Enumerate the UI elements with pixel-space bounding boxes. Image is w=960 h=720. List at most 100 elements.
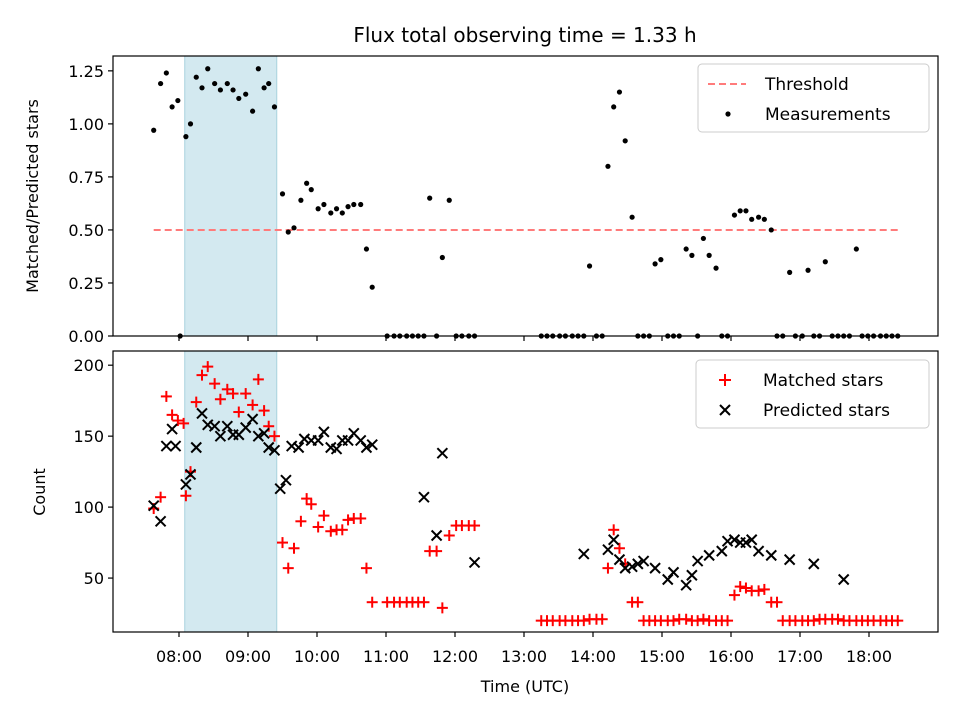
matched-star-point xyxy=(431,545,443,557)
measurement-point xyxy=(339,210,345,216)
legend-threshold-label: Threshold xyxy=(764,75,849,95)
measurement-point xyxy=(345,204,351,210)
matched-star-point xyxy=(758,583,770,595)
predicted-star-point xyxy=(154,515,167,528)
measurement-point xyxy=(243,91,249,97)
matched-star-point xyxy=(613,542,625,554)
legend-matched-swatch xyxy=(719,374,731,386)
predicted-star-point xyxy=(436,447,449,459)
matched-star-point xyxy=(301,493,313,505)
bottom-plot-frame xyxy=(112,350,939,633)
predicted-star-point xyxy=(703,549,715,562)
predicted-star-point xyxy=(752,545,765,557)
measurement-point xyxy=(427,195,433,201)
bottom-x-tick-label: 16:00 xyxy=(708,647,754,666)
measurement-point xyxy=(689,252,695,258)
measurement-point xyxy=(652,261,658,267)
matched-star-point xyxy=(221,383,233,395)
matched-star-point xyxy=(325,525,337,537)
predicted-star-point xyxy=(180,478,192,491)
predicted-star-point xyxy=(160,440,173,452)
predicted-star-point xyxy=(147,499,160,512)
matched-star-point xyxy=(288,542,300,554)
matched-star-point xyxy=(247,399,259,411)
matched-star-point xyxy=(668,615,679,627)
predicted-star-point xyxy=(252,430,265,442)
predicted-star-point xyxy=(716,545,728,557)
matched-star-point xyxy=(728,589,740,601)
measurement-point xyxy=(175,97,181,104)
bottom-x-tick-label: 18:00 xyxy=(846,647,892,666)
measurement-point xyxy=(333,206,340,212)
measurement-point xyxy=(199,85,205,91)
measurement-point xyxy=(731,212,738,218)
matched-star-point xyxy=(180,490,192,502)
matched-star-point xyxy=(697,613,709,625)
top-legend-box xyxy=(697,63,930,133)
measurement-point xyxy=(236,95,242,102)
predicted-star-point xyxy=(837,573,850,586)
measurement-point xyxy=(768,227,774,233)
predicted-star-point xyxy=(221,420,234,432)
measurement-point xyxy=(212,80,218,87)
matched-star-point xyxy=(578,615,590,627)
matched-star-point xyxy=(227,388,239,400)
measurement-point xyxy=(183,134,189,140)
predicted-star-point xyxy=(360,441,373,454)
measurement-point xyxy=(749,216,755,222)
matched-star-point xyxy=(318,510,330,522)
matched-star-point xyxy=(632,596,644,608)
bottom-legend-box xyxy=(695,359,930,429)
top-highlight-span xyxy=(184,55,278,337)
measurement-point xyxy=(193,74,199,80)
matched-star-point xyxy=(608,524,620,536)
measurement-point xyxy=(706,252,712,258)
predicted-star-point xyxy=(808,558,820,570)
matched-star-point xyxy=(166,409,178,421)
predicted-star-point xyxy=(578,548,590,560)
matched-star-point xyxy=(277,537,288,549)
bottom-y-tick-label: 50 xyxy=(84,569,104,588)
bottom-highlight-span xyxy=(184,350,278,633)
measurement-point xyxy=(351,201,357,208)
measurement-point xyxy=(822,259,828,265)
matched-star-point xyxy=(355,512,367,524)
measurement-point xyxy=(446,197,452,203)
bottom-y-tick-label: 200 xyxy=(73,356,104,375)
measurement-point xyxy=(743,208,749,214)
predicted-star-point xyxy=(686,569,698,581)
bottom-x-tick-label: 10:00 xyxy=(294,647,340,666)
top-y-tick-label: 0.25 xyxy=(68,274,104,293)
predicted-star-point xyxy=(765,549,777,562)
matched-star-point xyxy=(596,613,608,625)
top-panel: 0.00 0.25 0.50 0.75 1.00 1.25 Flux total obse… xyxy=(23,23,939,346)
measurement-point xyxy=(308,187,314,193)
matched-star-point xyxy=(734,581,746,593)
measurement-point xyxy=(255,66,261,72)
bottom-x-tick-label: 15:00 xyxy=(639,647,685,666)
predicted-star-point xyxy=(667,566,680,579)
legend-measurements-label: Measurements xyxy=(765,105,891,125)
measurement-point xyxy=(158,80,164,87)
measurement-point xyxy=(761,216,767,222)
bottom-x-tick-label: 13:00 xyxy=(501,647,547,666)
matched-star-point xyxy=(268,430,280,442)
bottom-y-tick-label: 100 xyxy=(73,498,104,517)
matched-star-point xyxy=(808,615,820,627)
measurement-point xyxy=(230,87,236,93)
predicted-star-point xyxy=(274,482,286,495)
predicted-star-point xyxy=(632,558,644,570)
matched-star-point xyxy=(190,396,202,408)
measurement-point xyxy=(369,284,375,290)
bottom-y-axis-label: Count xyxy=(30,468,49,516)
matched-star-point xyxy=(312,521,324,533)
top-y-tick-label: 1.25 xyxy=(68,62,104,81)
bottom-x-tick-label: 08:00 xyxy=(156,647,202,666)
top-plot-frame xyxy=(112,55,939,337)
predicted-star-point xyxy=(239,421,252,434)
top-y-tick-label: 0.75 xyxy=(68,168,104,187)
matched-star-point xyxy=(602,562,614,574)
legend-predicted-label: Predicted stars xyxy=(763,401,890,421)
predicted-star-point xyxy=(169,440,182,452)
matched-star-point xyxy=(680,613,692,625)
